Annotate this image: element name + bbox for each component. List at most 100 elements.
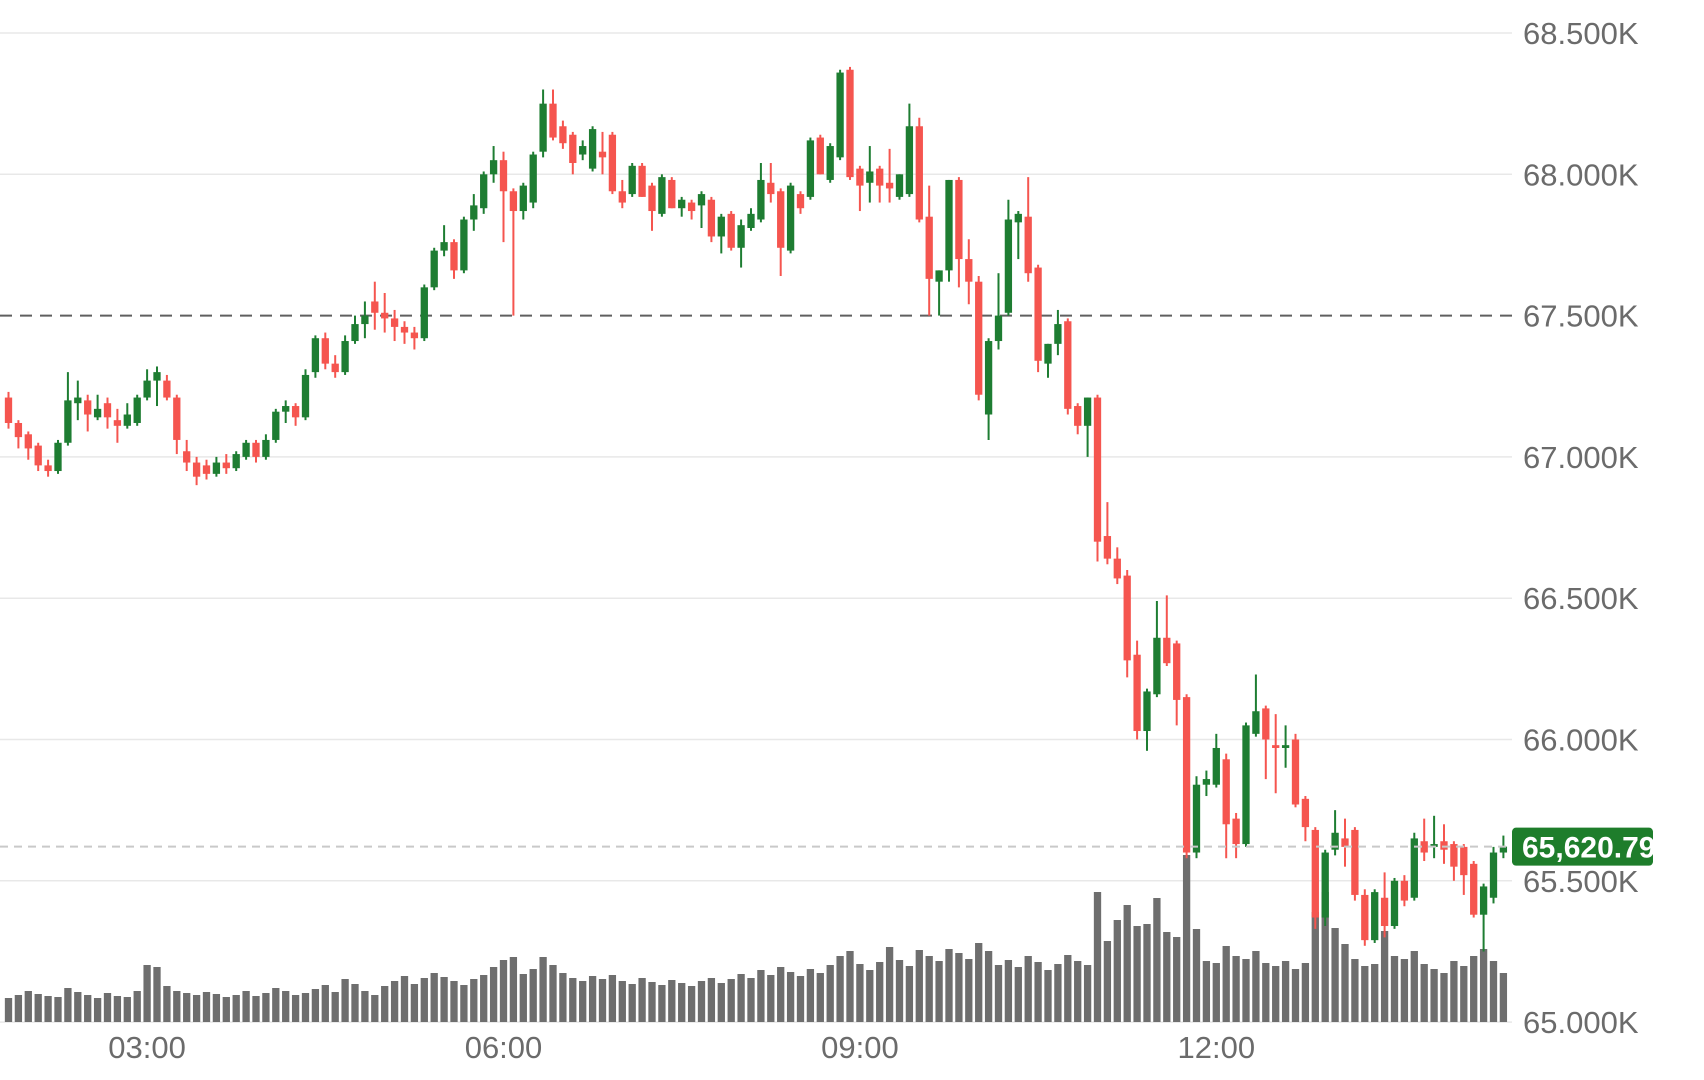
candle-body xyxy=(519,185,527,212)
volume-bar xyxy=(945,949,953,1022)
candle-body xyxy=(212,462,221,474)
candle-body xyxy=(876,168,884,186)
candle-body xyxy=(747,213,755,228)
volume-bar xyxy=(935,961,943,1022)
volume-bar xyxy=(1420,964,1428,1022)
candle-body xyxy=(390,318,399,327)
volume-bar xyxy=(1242,959,1250,1022)
candle-body xyxy=(440,242,448,251)
candle-body xyxy=(895,174,904,197)
volume-bar xyxy=(1074,961,1082,1022)
volume-bar xyxy=(1153,898,1161,1022)
candle-body xyxy=(1222,759,1230,825)
candle-body xyxy=(1390,880,1399,927)
candle-body xyxy=(1083,397,1092,426)
price-tick-label: 67.000K xyxy=(1523,440,1639,475)
volume-bar xyxy=(757,970,765,1022)
candle-body xyxy=(1380,897,1389,927)
volume-bar xyxy=(866,970,874,1022)
volume-bar xyxy=(331,992,339,1022)
volume-bar xyxy=(291,995,300,1022)
candle-body xyxy=(569,134,577,163)
candle-body xyxy=(331,363,339,373)
candle-body xyxy=(1192,784,1201,853)
volume-bar xyxy=(64,988,72,1022)
volume-bar xyxy=(1331,928,1339,1022)
candle-body xyxy=(1074,406,1082,426)
candle-body xyxy=(539,103,547,152)
volume-bar xyxy=(1192,929,1201,1022)
volume-bar xyxy=(212,994,221,1022)
candle-body xyxy=(1153,637,1161,695)
volume-bar xyxy=(103,993,112,1022)
candle-body xyxy=(885,182,894,189)
candle-body xyxy=(826,146,834,180)
volume-bar xyxy=(173,991,181,1022)
candle-body xyxy=(410,332,419,339)
volume-bar xyxy=(826,965,834,1022)
candle-body xyxy=(262,439,270,457)
candle-body xyxy=(1173,643,1181,700)
candle-body xyxy=(668,179,676,209)
volume-bar xyxy=(1232,956,1240,1022)
candle-body xyxy=(1489,852,1498,898)
candle-body xyxy=(44,465,52,472)
candle-body xyxy=(1113,558,1121,579)
candle-body xyxy=(786,185,795,251)
candle-body xyxy=(420,287,428,339)
volume-bar xyxy=(648,982,656,1022)
volume-bar xyxy=(1024,956,1032,1022)
candle-body xyxy=(103,403,112,418)
candle-body xyxy=(321,338,329,364)
volume-bar xyxy=(786,972,795,1022)
candle-body xyxy=(381,312,389,319)
volume-bar xyxy=(737,974,745,1022)
volume-bar xyxy=(1470,956,1478,1022)
price-badge-background xyxy=(1512,827,1653,866)
candle-body xyxy=(628,165,636,195)
volume-bar xyxy=(232,995,240,1022)
candle-body xyxy=(707,199,716,237)
volume-bar xyxy=(1004,960,1013,1022)
volume-bar xyxy=(885,947,894,1022)
volume-bar xyxy=(321,985,329,1022)
volume-bar xyxy=(93,998,102,1022)
volume-bar xyxy=(499,960,508,1022)
candle-body xyxy=(351,324,359,342)
volume-bar xyxy=(1489,961,1498,1022)
candle-body xyxy=(480,174,488,209)
volume-bar xyxy=(1252,951,1260,1022)
candle-body xyxy=(4,397,13,423)
price-tick-label: 68.000K xyxy=(1523,157,1639,192)
volume-bar xyxy=(925,956,933,1022)
candle-body xyxy=(757,179,765,220)
candle-body xyxy=(291,406,300,418)
candle-body xyxy=(579,146,587,155)
volume-bar xyxy=(1093,892,1102,1022)
volume-bar xyxy=(450,981,458,1022)
candle-body xyxy=(1202,779,1211,785)
candle-body xyxy=(74,397,82,404)
volume-bar xyxy=(1222,946,1230,1022)
candle-body xyxy=(14,422,23,438)
volume-bar xyxy=(747,978,755,1022)
candle-body xyxy=(430,250,438,288)
candle-body xyxy=(34,445,42,466)
volume-bar xyxy=(846,951,854,1022)
volume-bar xyxy=(123,997,131,1022)
candle-body xyxy=(1479,886,1488,915)
volume-bar xyxy=(1143,924,1151,1022)
volume-bar xyxy=(876,962,884,1022)
volume-bar xyxy=(410,984,419,1022)
volume-bar xyxy=(856,964,864,1022)
candle-body xyxy=(777,191,785,248)
volume-bar xyxy=(202,992,211,1022)
time-tick-label: 03:00 xyxy=(108,1030,186,1065)
candle-body xyxy=(1024,216,1032,274)
volume-bar xyxy=(579,981,587,1022)
volume-bar xyxy=(668,980,676,1022)
volume-bar xyxy=(1301,963,1310,1022)
price-tick-label: 65.000K xyxy=(1523,1005,1639,1040)
volume-bar xyxy=(1371,964,1379,1022)
